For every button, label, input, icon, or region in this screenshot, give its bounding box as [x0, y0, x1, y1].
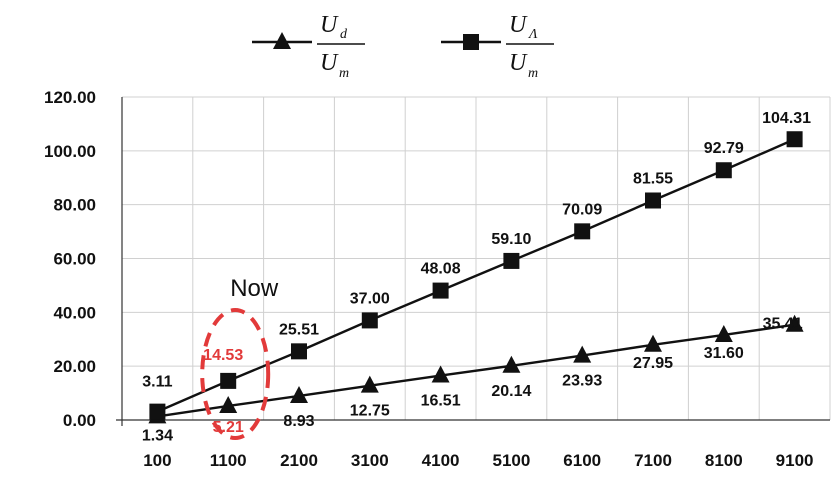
y-tick-label: 80.00 [53, 196, 96, 215]
legend-numerator: U [320, 12, 339, 38]
triangle-marker [431, 365, 450, 383]
square-marker [149, 403, 166, 420]
x-tick-label: 7100 [634, 451, 672, 470]
y-tick-label: 40.00 [53, 303, 96, 322]
square-marker [715, 162, 732, 179]
legend-denominator: U [509, 50, 528, 76]
x-tick-label: 100 [143, 451, 171, 470]
data-label: 104.31 [762, 110, 811, 127]
data-label: 27.95 [633, 355, 673, 372]
x-tick-label: 2100 [280, 451, 318, 470]
legend-numerator: U [509, 12, 528, 38]
data-label: 92.79 [704, 140, 744, 157]
x-tick-label: 5100 [492, 451, 530, 470]
data-label: 3.11 [142, 374, 172, 391]
data-label: 70.09 [562, 201, 602, 218]
data-labels: 1.34 5.21 8.9312.7516.5120.1423.9327.9531.… [142, 110, 811, 444]
triangle-marker [273, 32, 291, 49]
square-marker [786, 131, 803, 148]
square-marker [432, 282, 449, 299]
square-marker [574, 223, 591, 240]
data-label: 8.93 [283, 413, 314, 430]
y-tick-label: 120.00 [44, 88, 96, 107]
axes: 0.00 20.00 40.00 60.00 80.00 100.00 120.00 100 1… [44, 88, 830, 470]
annotation-label: Now [230, 275, 279, 302]
data-label: 48.08 [421, 261, 461, 278]
data-label: 16.51 [421, 393, 461, 410]
data-label: 81.55 [633, 170, 673, 187]
square-marker [291, 343, 307, 360]
y-tick-label: 0.00 [63, 411, 96, 430]
square-marker [361, 312, 378, 329]
triangle-marker [714, 324, 733, 342]
x-tick-label: 3100 [351, 451, 389, 470]
data-label: 59.10 [491, 231, 531, 248]
triangle-marker [573, 345, 592, 363]
data-label: 23.93 [562, 373, 602, 390]
data-label: 14.53 [203, 347, 243, 364]
square-marker [463, 34, 479, 50]
x-tick-label: 9100 [776, 451, 814, 470]
data-label: 31.60 [704, 345, 744, 362]
triangle-marker [785, 314, 804, 332]
series-line [156, 138, 796, 413]
data-label: 12.75 [350, 403, 390, 420]
series [148, 131, 804, 424]
grid [121, 96, 831, 421]
y-tick-label: 20.00 [53, 357, 96, 376]
highlight-ellipse [200, 308, 271, 440]
triangle-marker [290, 385, 308, 403]
legend-numerator-sub: d [340, 27, 348, 42]
triangle-marker [360, 375, 379, 393]
triangle-marker [644, 334, 662, 352]
data-label: 25.51 [279, 321, 319, 338]
x-tick-label: 6100 [563, 451, 601, 470]
square-marker [220, 372, 237, 389]
data-label: 1.34 [142, 427, 173, 444]
legend-entry: U ΛU m [441, 12, 554, 81]
y-tick-label: 100.00 [44, 142, 96, 161]
legend-denominator-sub: m [528, 66, 538, 81]
data-label: 37.00 [350, 290, 390, 307]
legend-numerator-sub: Λ [527, 27, 538, 42]
triangle-marker [219, 395, 238, 413]
data-label: 20.14 [491, 383, 531, 400]
square-marker [503, 252, 520, 269]
triangle-marker [502, 355, 521, 373]
y-tick-label: 60.00 [53, 250, 96, 269]
x-tick-label: 4100 [422, 451, 460, 470]
data-label: 35.41 [763, 316, 803, 333]
square-marker [645, 192, 661, 209]
legend-denominator: U [320, 50, 339, 76]
legend-denominator-sub: m [339, 66, 349, 81]
x-tick-label: 8100 [705, 451, 743, 470]
x-tick-label: 1100 [210, 451, 247, 470]
annotation: Now [200, 275, 279, 440]
